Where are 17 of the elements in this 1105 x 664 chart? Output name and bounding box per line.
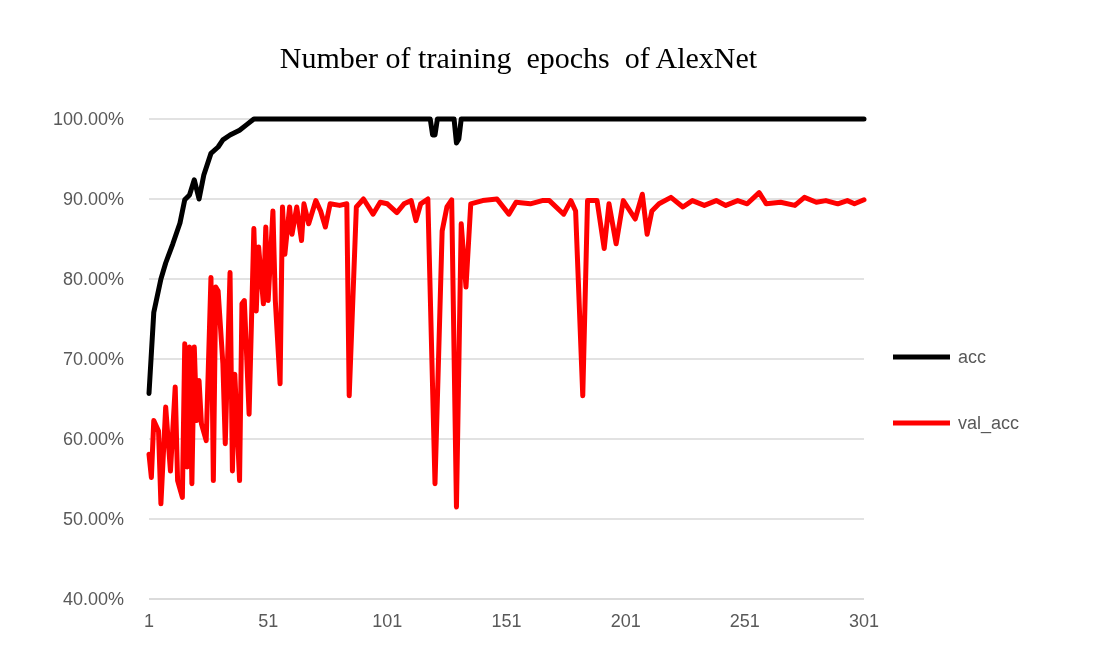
- chart-title: Number of training epochs of AlexNet: [279, 41, 758, 74]
- x-tick-label: 301: [848, 611, 880, 631]
- x-tick-label: 1: [143, 611, 155, 631]
- x-tick-label: 201: [610, 611, 641, 631]
- y-tick-label: 100.00%: [52, 109, 124, 130]
- y-tick-label: 90.00%: [62, 189, 124, 210]
- y-tick-label: 70.00%: [62, 349, 124, 370]
- legend-label: val_acc: [958, 413, 1020, 435]
- y-tick-label: 80.00%: [62, 269, 124, 290]
- y-tick-label: 60.00%: [62, 429, 124, 450]
- x-tick-label: 101: [372, 611, 403, 631]
- y-tick-label: 50.00%: [62, 509, 124, 530]
- legend-label: acc: [958, 347, 987, 368]
- y-tick-label: 40.00%: [62, 589, 124, 610]
- x-tick-label: 51: [258, 611, 279, 631]
- x-tick-label: 151: [491, 611, 522, 631]
- x-tick-label: 251: [729, 611, 760, 631]
